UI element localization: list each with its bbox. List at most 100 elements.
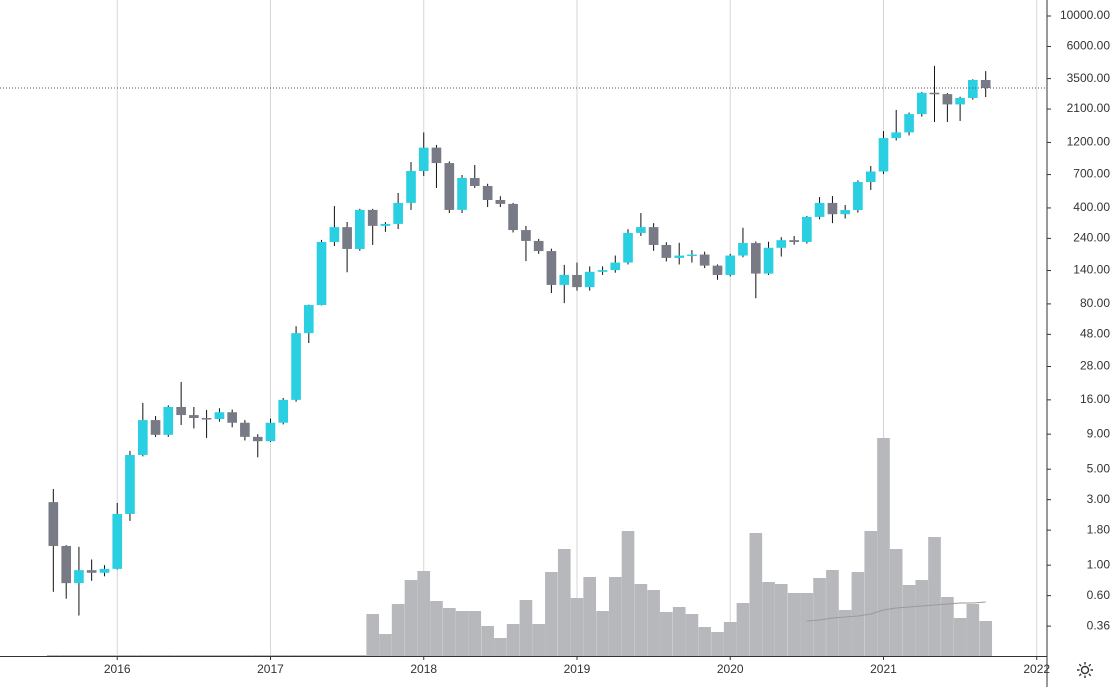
candle-body [201,418,212,420]
volume-bar [723,622,737,656]
volume-bar [698,627,711,656]
candle-body [355,209,365,249]
volume-bar [494,638,507,656]
volume-bar [941,597,954,656]
candle-body [508,203,518,231]
volume-bar [621,531,635,656]
x-tick-label: 2019 [564,662,591,676]
volume-bar [123,655,137,656]
volume-ma-line [806,601,986,622]
volume-bar [455,611,469,656]
candle-body [138,420,148,455]
candle-body [648,227,659,245]
volume-bar [404,580,418,656]
candle-body [546,251,557,285]
candle-body [431,147,442,164]
candle-body [699,254,710,266]
candle-body [291,333,301,400]
volume-bar [813,578,826,656]
candle-body [265,422,276,442]
y-tick-label: 2100.00 [1067,101,1111,115]
y-tick-label: 9.00 [1087,426,1111,440]
volume-bar [711,632,724,656]
candle-body [584,271,595,288]
volume-bar [685,614,699,656]
volume-bar [966,604,980,656]
candle-body [418,147,429,172]
volume-bar [47,655,60,656]
candle-body [342,227,352,249]
volume-bar [660,612,673,656]
candle-body [214,412,225,420]
candle-body [865,171,876,182]
volume-bar [928,537,941,656]
candle-body [853,181,863,211]
volume-bar [889,549,903,656]
x-tick-label: 2022 [1023,662,1050,676]
settings-button[interactable] [1077,662,1093,678]
volume-bar [532,624,545,656]
volume-bar [736,603,750,656]
volume-bar [583,577,597,656]
candle-body [367,209,378,226]
volume-bar [468,611,482,656]
y-tick-label: 3500.00 [1067,71,1111,85]
volume-bar [289,655,303,656]
candle-body [48,502,59,546]
candle-body [725,255,736,275]
candle-body [86,570,97,573]
candle-body [406,171,416,203]
volume-bar [915,580,929,656]
candle-body [444,163,455,210]
x-tick-label: 2020 [717,662,744,676]
volume-bar [353,655,367,656]
y-tick-label: 3.00 [1087,492,1111,506]
candle-body [738,243,748,256]
candle-body [533,240,544,252]
volume-bar [902,585,916,656]
volume-bar [136,655,150,656]
candle-body [189,415,199,419]
x-tick-label: 2017 [257,662,284,676]
y-tick-label: 1200.00 [1067,135,1111,149]
volume-bar [634,584,648,656]
candle-body [929,92,940,95]
y-tick-label: 5.00 [1087,461,1111,475]
volume-bar [302,655,316,656]
volume-bar [238,655,252,656]
candle-body [878,138,889,172]
volume-bar [149,655,162,656]
y-tick-label: 140.00 [1073,263,1110,277]
candle-body [636,227,646,233]
y-tick-label: 240.00 [1073,231,1110,245]
volume-bar [557,549,571,656]
candle-body [380,223,391,226]
volume-bar [519,600,533,656]
candle-body [316,241,327,306]
volume-bar [225,655,239,656]
candle-body [252,436,263,442]
x-tick-label: 2021 [870,662,897,676]
volume-bar [979,621,993,656]
volume-bar [251,655,265,656]
candle-body [916,92,927,115]
x-tick-label: 2018 [410,662,437,676]
price-axis-panel [1047,0,1118,687]
candle-body [750,243,761,274]
candle-body [303,305,314,334]
y-tick-label: 48.00 [1080,327,1110,341]
volume-bar [59,655,73,656]
volume-bar [174,655,188,656]
volume-bar [187,655,201,656]
y-tick-label: 16.00 [1080,392,1110,406]
volume-bar [826,570,839,656]
candle-body [623,232,633,263]
candle-body [572,274,582,288]
candle-body [457,177,467,210]
candle-body [74,570,84,584]
volume-bar [545,572,558,656]
candle-body [112,513,123,569]
time-axis-panel [0,657,1047,687]
volume-bar [379,634,392,656]
volume-bar [608,577,622,656]
